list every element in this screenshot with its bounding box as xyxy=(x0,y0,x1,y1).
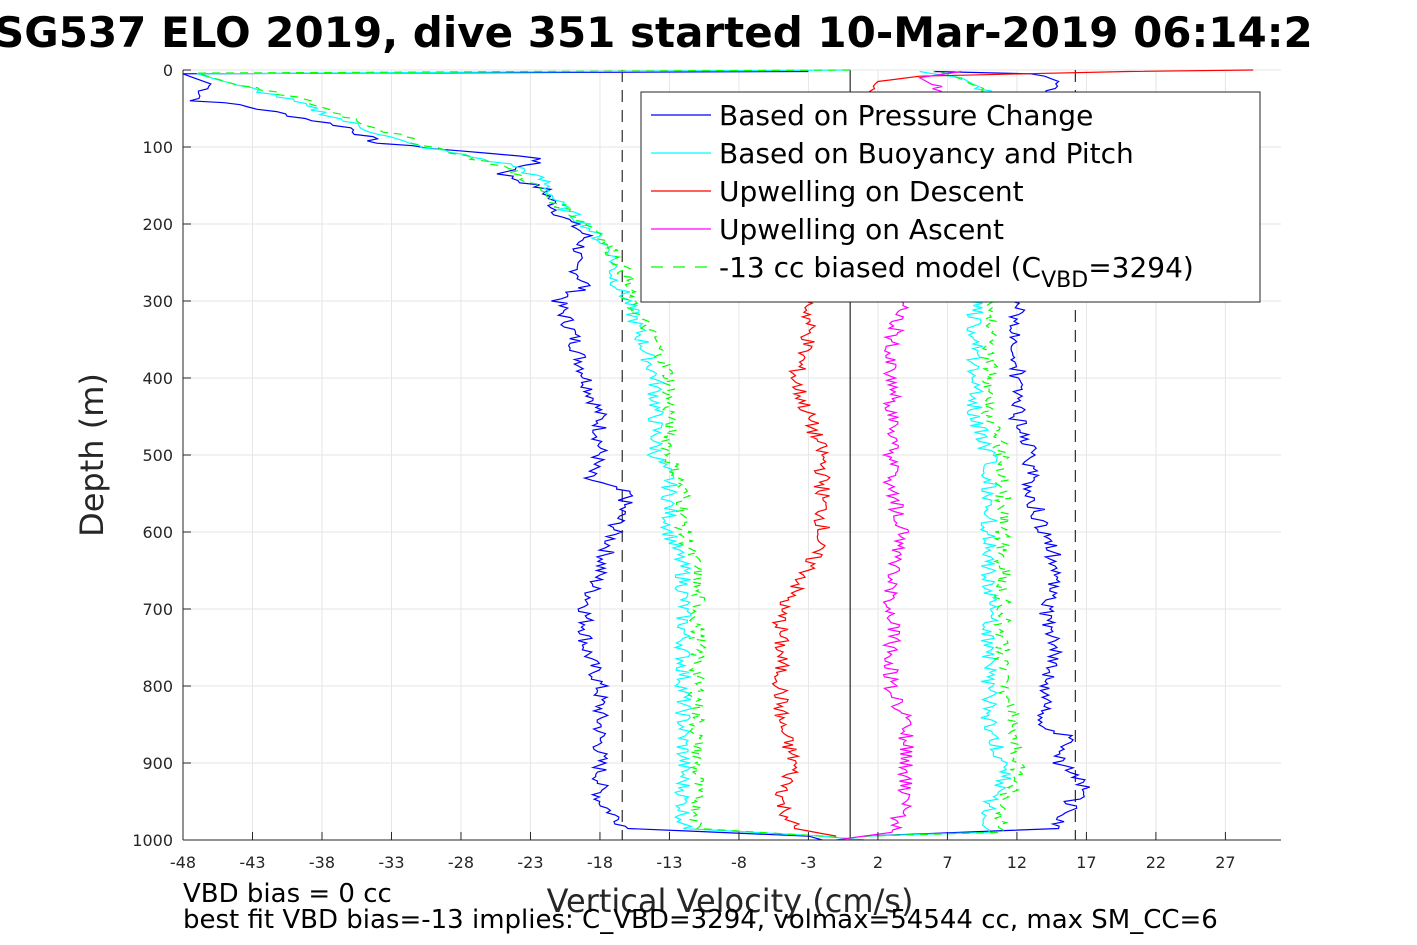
y-tick-label-5: 500 xyxy=(142,446,173,465)
x-tick-label-15: 27 xyxy=(1215,853,1235,872)
legend-label-1: Based on Buoyancy and Pitch xyxy=(719,137,1134,170)
y-tick-label-4: 400 xyxy=(142,369,173,388)
legend-label-0: Based on Pressure Change xyxy=(719,99,1093,132)
y-tick-label-1: 100 xyxy=(142,138,173,157)
x-tick-label-7: -13 xyxy=(656,853,682,872)
y-tick-label-2: 200 xyxy=(142,215,173,234)
legend: Based on Pressure Change Based on Buoyanc… xyxy=(640,91,1261,303)
x-tick-label-13: 17 xyxy=(1076,853,1096,872)
y-tick-label-0: 0 xyxy=(163,61,173,80)
series-line-4 xyxy=(196,69,865,841)
series-line-0 xyxy=(182,70,823,841)
y-tick-labels: 0 100 200 300 400 500 600 700 800 900 1000 xyxy=(132,61,173,850)
legend-box xyxy=(640,91,1261,303)
x-tick-label-11: 7 xyxy=(942,853,952,872)
x-tick-label-4: -28 xyxy=(448,853,474,872)
x-tick-label-1: -43 xyxy=(239,853,265,872)
x-tick-label-6: -18 xyxy=(587,853,613,872)
y-tick-label-6: 600 xyxy=(142,523,173,542)
x-tick-label-8: -8 xyxy=(731,853,747,872)
x-tick-label-9: -3 xyxy=(800,853,816,872)
x-tick-label-3: -33 xyxy=(378,853,404,872)
footer-line-1: VBD bias = 0 cc xyxy=(183,879,392,909)
y-tick-label-7: 700 xyxy=(142,600,173,619)
x-tick-label-14: 22 xyxy=(1146,853,1166,872)
footer-line-2: best fit VBD bias=-13 implies: C_VBD=329… xyxy=(183,905,1218,935)
y-tick-label-10: 1000 xyxy=(132,831,173,850)
series-line-2 xyxy=(196,69,865,841)
x-axis-label: Vertical Velocity (cm/s) xyxy=(547,882,914,920)
x-tick-label-0: -48 xyxy=(170,853,196,872)
y-tick-label-8: 800 xyxy=(142,677,173,696)
legend-label-2: Upwelling on Descent xyxy=(719,175,1024,208)
x-tick-label-2: -38 xyxy=(309,853,335,872)
y-axis-label: Depth (m) xyxy=(73,373,111,537)
chart-title: SG537 ELO 2019, dive 351 started 10-Mar-… xyxy=(0,8,1313,57)
series-line-5 xyxy=(863,70,1026,837)
axes xyxy=(182,69,1281,841)
legend-label-4: -13 cc biased model (CVBD=3294) xyxy=(719,251,1194,293)
x-tick-labels: -48 -43 -38 -33 -28 -23 -18 -13 -8 -3 2 7 12 17 22 27 xyxy=(170,853,1236,872)
y-tick-label-9: 900 xyxy=(142,754,173,773)
x-tick-label-12: 12 xyxy=(1007,853,1027,872)
legend-label-3: Upwelling on Ascent xyxy=(719,213,1004,246)
x-tick-label-5: -23 xyxy=(517,853,543,872)
x-tick-label-10: 2 xyxy=(873,853,883,872)
y-tick-label-3: 300 xyxy=(142,292,173,311)
